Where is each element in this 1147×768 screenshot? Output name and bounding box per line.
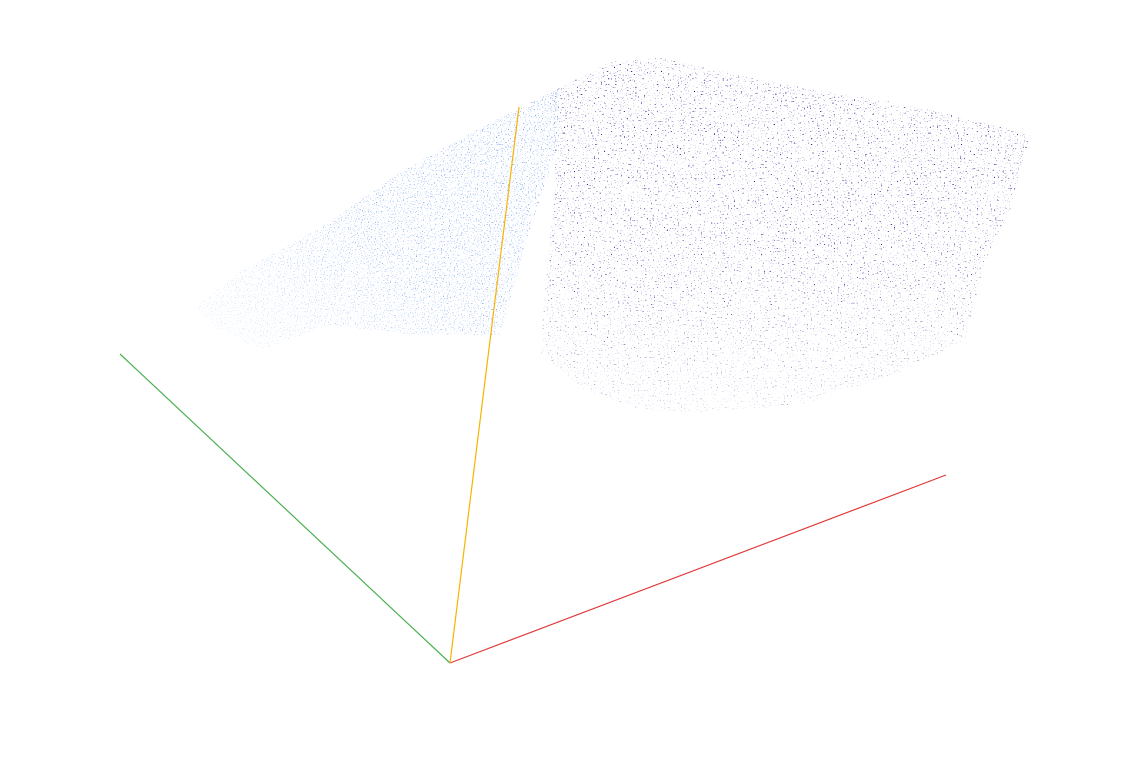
axis-line bbox=[449, 474, 947, 664]
axis-line bbox=[449, 106, 520, 664]
point-cluster bbox=[195, 88, 560, 350]
point-cluster bbox=[540, 58, 1030, 412]
axis-line bbox=[119, 353, 451, 664]
